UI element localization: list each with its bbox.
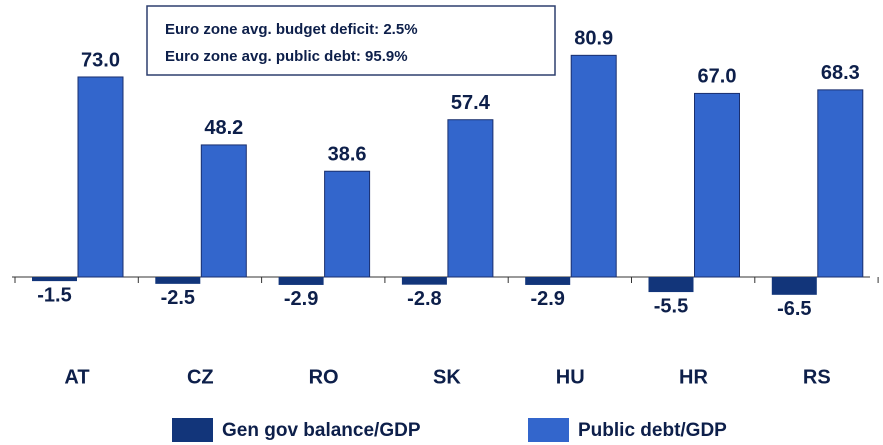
- annotation-box: [146, 5, 556, 76]
- legend-swatch: [172, 418, 213, 442]
- bar: [694, 92, 740, 278]
- bar: [155, 277, 201, 284]
- bar: [570, 54, 617, 278]
- data-label: -2.9: [530, 288, 564, 310]
- x-tick-label: RS: [803, 366, 831, 388]
- data-label: -5.5: [654, 295, 688, 317]
- data-label: 80.9: [574, 28, 613, 50]
- bar: [278, 277, 324, 285]
- bar: [324, 170, 371, 278]
- x-tick-label: AT: [64, 366, 89, 388]
- annotation: Euro zone avg. budget deficit: 2.5%: [165, 21, 418, 38]
- data-label: -2.8: [407, 288, 441, 310]
- data-label: -1.5: [37, 284, 71, 306]
- bar: [771, 277, 817, 295]
- data-label: 48.2: [204, 117, 243, 139]
- bar: [200, 144, 247, 278]
- legend-label: Public debt/GDP: [578, 420, 727, 441]
- bar: [525, 277, 571, 285]
- data-label: -2.5: [161, 287, 195, 309]
- data-label: -2.9: [284, 288, 318, 310]
- data-label: 57.4: [451, 92, 491, 114]
- x-tick-label: RO: [309, 366, 339, 388]
- legend-swatch: [528, 418, 569, 442]
- x-tick-label: SK: [433, 366, 461, 388]
- bar: [32, 277, 77, 282]
- bar: [447, 119, 494, 278]
- legend-label: Gen gov balance/GDP: [222, 420, 421, 441]
- bar: [648, 277, 694, 293]
- data-label: -6.5: [777, 298, 811, 320]
- data-label: 73.0: [81, 49, 120, 71]
- data-label: 67.0: [698, 66, 737, 88]
- x-tick-label: HU: [556, 366, 585, 388]
- data-label: 68.3: [821, 62, 860, 84]
- bar: [77, 76, 124, 278]
- bar: [817, 89, 864, 278]
- x-tick-label: HR: [679, 366, 708, 388]
- x-tick-label: CZ: [187, 366, 214, 388]
- data-label: 38.6: [328, 144, 367, 166]
- annotation: Euro zone avg. public debt: 95.9%: [165, 48, 408, 65]
- bar: [401, 277, 447, 285]
